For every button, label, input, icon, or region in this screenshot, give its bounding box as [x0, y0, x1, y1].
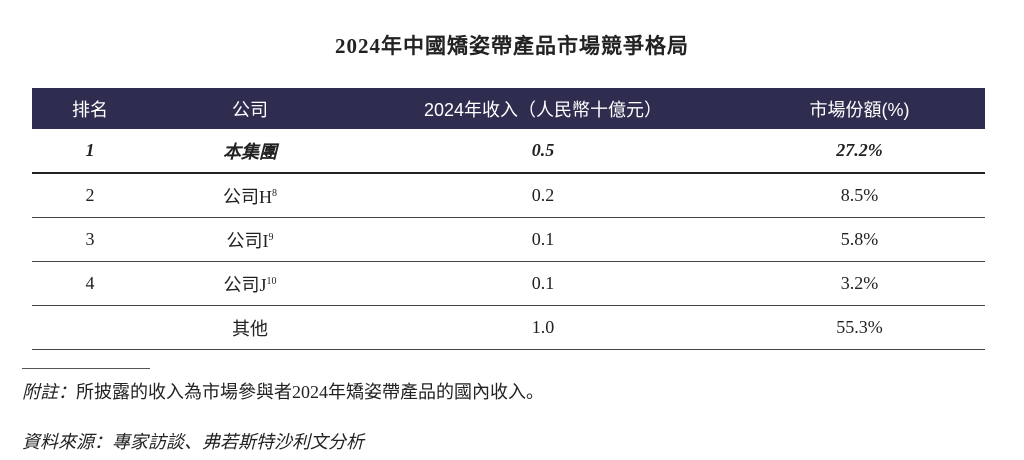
rank-cell — [32, 305, 148, 350]
header-share: 市場份額(%) — [734, 88, 985, 129]
source-note: 資料來源：專家訪談、弗若斯特沙利文分析 — [22, 432, 364, 452]
company-name: 本集團 — [223, 141, 277, 162]
company-name: 其他 — [232, 318, 268, 339]
header-company: 公司 — [148, 88, 352, 129]
revenue-cell: 0.2 — [352, 173, 734, 218]
company-name: 公司I — [226, 230, 269, 251]
footnote-label: 附註： — [22, 382, 76, 402]
share-cell: 8.5% — [734, 173, 985, 218]
company-cell: 公司H8 — [148, 173, 352, 218]
footnote-text: 所披露的收入為市場參與者2024年矯姿帶產品的國內收入。 — [76, 382, 544, 402]
company-cell: 其他 — [148, 305, 352, 350]
footnote-ref: 9 — [268, 231, 274, 243]
share-cell: 27.2% — [734, 129, 985, 174]
share-cell: 3.2% — [734, 261, 985, 306]
revenue-cell: 0.1 — [352, 217, 734, 262]
footnote: 附註：所披露的收入為市場參與者2024年矯姿帶產品的國內收入。 — [22, 378, 544, 404]
page-title: 2024年中國矯姿帶產品市場競爭格局 — [335, 34, 689, 58]
share-cell: 5.8% — [734, 217, 985, 262]
revenue-cell: 1.0 — [352, 305, 734, 350]
rank-cell: 3 — [32, 217, 148, 262]
table-header: 排名 公司 2024年收入（人民幣十億元） 市場份額(%) — [32, 88, 985, 129]
table-row: 其他 1.0 55.3% — [32, 305, 985, 350]
company-cell: 公司I9 — [148, 217, 352, 262]
header-rank: 排名 — [32, 88, 148, 129]
rank-cell: 1 — [32, 129, 148, 174]
footnote-ref: 10 — [266, 275, 277, 287]
revenue-cell: 0.5 — [352, 129, 734, 174]
table-row: 1 本集團 0.5 27.2% — [32, 129, 985, 174]
market-share-table: 排名 公司 2024年收入（人民幣十億元） 市場份額(%) 1 本集團 0.5 … — [32, 88, 985, 350]
company-cell: 本集團 — [148, 129, 352, 174]
header-revenue: 2024年收入（人民幣十億元） — [352, 88, 734, 129]
footnote-ref: 8 — [272, 187, 277, 199]
table-row: 4 公司J10 0.1 3.2% — [32, 261, 985, 306]
footnote-divider — [22, 368, 150, 369]
revenue-cell: 0.1 — [352, 261, 734, 306]
rank-cell: 4 — [32, 261, 148, 306]
table-row: 3 公司I9 0.1 5.8% — [32, 217, 985, 262]
share-cell: 55.3% — [734, 305, 985, 350]
company-name: 公司H — [223, 186, 272, 207]
table-row: 2 公司H8 0.2 8.5% — [32, 173, 985, 218]
company-cell: 公司J10 — [148, 261, 352, 306]
rank-cell: 2 — [32, 173, 148, 218]
company-name: 公司J — [223, 274, 267, 295]
